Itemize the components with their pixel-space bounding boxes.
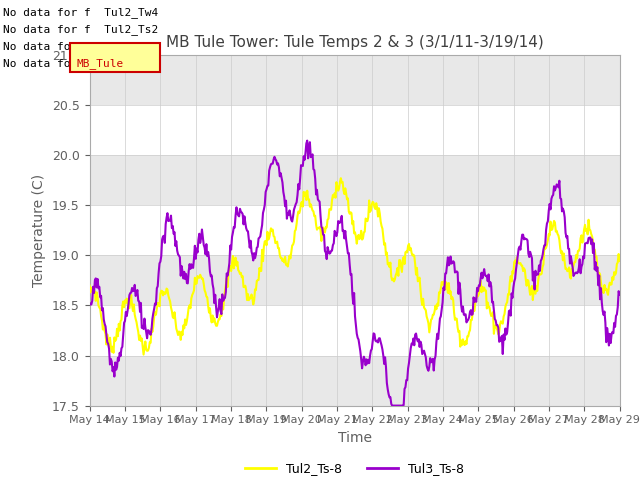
Text: No data for f  Tul2_Tw4: No data for f Tul2_Tw4 [3,7,159,18]
Y-axis label: Temperature (C): Temperature (C) [33,174,47,287]
Text: No data for f  MB_Tule: No data for f MB_Tule [3,58,152,69]
Bar [90,356,620,406]
Bar [90,255,620,305]
Bar [90,156,620,205]
Bar [90,55,620,105]
Text: No data for f  Tul2_Ts2: No data for f Tul2_Ts2 [3,24,159,35]
Text: MB_Tule: MB_Tule [77,58,124,69]
Title: MB Tule Tower: Tule Temps 2 & 3 (3/1/11-3/19/14): MB Tule Tower: Tule Temps 2 & 3 (3/1/11-… [166,35,543,50]
Text: No data for f  Tul3_Tw4: No data for f Tul3_Tw4 [3,41,159,52]
Legend: Tul2_Ts-8, Tul3_Ts-8: Tul2_Ts-8, Tul3_Ts-8 [240,457,469,480]
X-axis label: Time: Time [337,431,372,445]
